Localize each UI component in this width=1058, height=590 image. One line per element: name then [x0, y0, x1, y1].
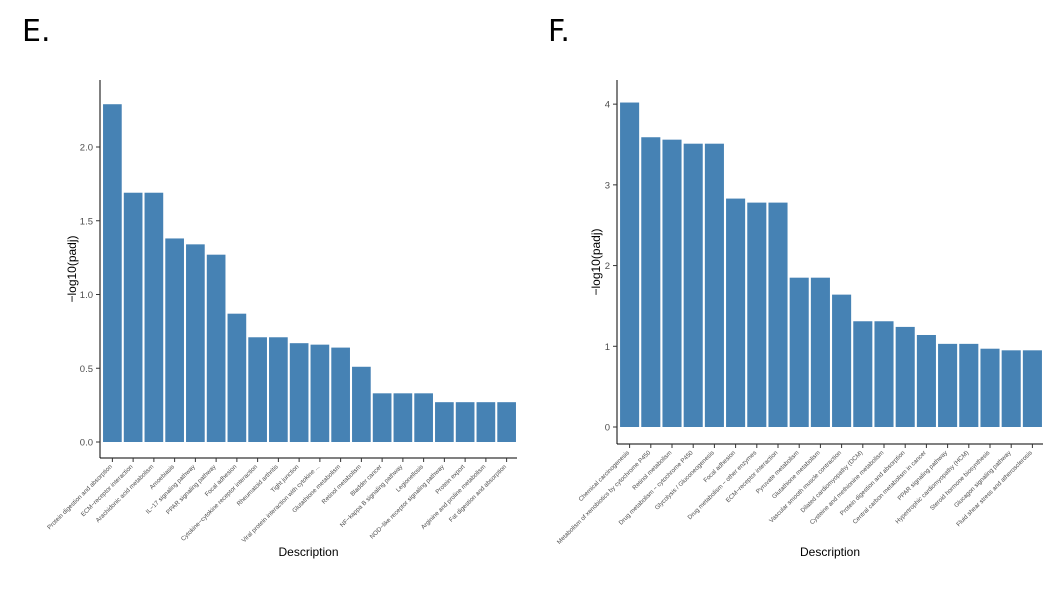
y-tick-label: 2.0: [80, 143, 93, 154]
y-tick-label: 1: [605, 342, 610, 353]
x-axis-title: Description: [800, 545, 860, 559]
bar-e-12: [352, 366, 371, 442]
bar-f-8: [789, 277, 809, 427]
bar-e-18: [476, 402, 496, 442]
bar-e-17: [455, 402, 475, 442]
bar-f-7: [768, 202, 788, 427]
bar-f-17: [980, 348, 1000, 427]
bar-f-4: [704, 143, 724, 427]
bar-f-1: [641, 137, 661, 428]
bar-e-0: [103, 104, 122, 442]
bar-f-16: [959, 343, 979, 427]
bar-f-9: [810, 277, 830, 427]
bar-f-10: [832, 294, 852, 427]
bar-f-5: [726, 198, 746, 427]
bar-e-13: [372, 393, 392, 442]
bar-f-11: [853, 321, 873, 427]
bar-f-18: [1001, 350, 1021, 427]
y-tick-label: 0: [605, 423, 610, 434]
x-category-label: Viral protein interaction with cytokine …: [241, 463, 322, 544]
y-axis-title: −log10(padj): [65, 235, 79, 302]
bar-f-2: [662, 139, 682, 427]
bar-e-11: [331, 347, 350, 442]
bar-f-6: [747, 202, 767, 427]
panel-label-e: E.: [22, 14, 51, 49]
bar-e-5: [206, 254, 226, 442]
panel-label-f: F.: [548, 14, 570, 49]
bar-e-4: [186, 244, 205, 442]
bar-e-1: [123, 192, 143, 442]
bar-f-0: [620, 102, 640, 427]
y-tick-label: 4: [605, 100, 610, 111]
x-category-label: Cytokine−cytokine receptor interaction: [180, 463, 260, 543]
bar-e-19: [497, 402, 516, 442]
bar-e-16: [435, 402, 454, 442]
y-tick-label: 1.0: [80, 290, 93, 301]
bar-f-14: [916, 334, 936, 427]
x-category-label: Retinol metabolism: [631, 449, 673, 491]
x-axis-title: Description: [278, 545, 338, 559]
bar-e-7: [248, 337, 267, 442]
y-tick-label: 0.5: [80, 364, 93, 375]
y-axis-title: −log10(padj): [589, 228, 603, 295]
y-tick-label: 1.5: [80, 216, 93, 227]
y-tick-label: 3: [605, 180, 610, 191]
bar-f-15: [938, 343, 958, 427]
bar-f-3: [683, 143, 703, 427]
bar-e-9: [289, 343, 309, 442]
bar-e-15: [414, 393, 433, 442]
bar-f-12: [874, 321, 894, 427]
y-tick-label: 2: [605, 261, 610, 272]
bar-e-6: [227, 313, 247, 442]
bar-e-2: [144, 192, 164, 442]
x-category-label: NOD−like receptor signaling pathway: [369, 463, 447, 541]
y-tick-label: 0.0: [80, 438, 93, 449]
x-category-label: Metabolism of xenobiotics by cytochrome …: [556, 449, 653, 546]
bar-f-19: [1022, 350, 1042, 427]
bar-e-3: [165, 238, 184, 442]
bar-e-14: [393, 393, 413, 442]
bar-f-13: [895, 326, 915, 427]
bar-e-8: [269, 337, 288, 442]
bar-e-10: [310, 344, 330, 442]
